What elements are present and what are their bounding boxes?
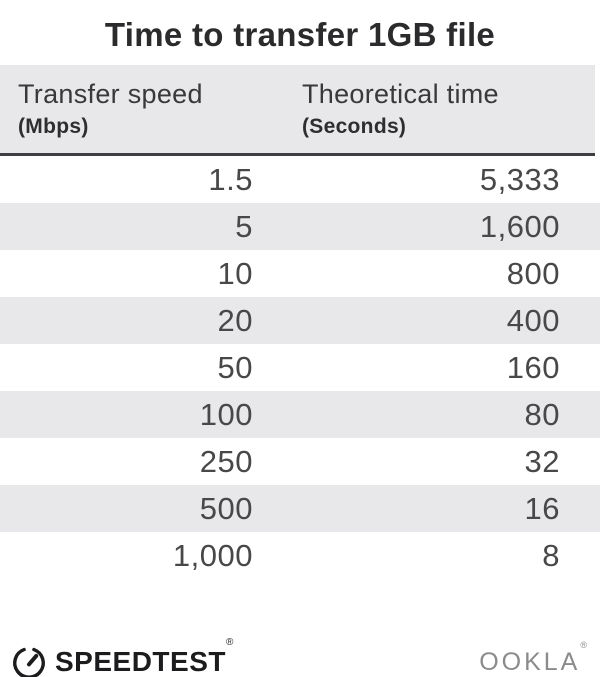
time-value: 400 <box>506 302 560 338</box>
time-value: 5,333 <box>479 161 560 197</box>
infographic-page: Time to transfer 1GB file Transfer speed… <box>0 16 600 677</box>
ookla-wordmark: OOKLA <box>479 647 581 676</box>
table-body: 1.5 5,333 5 1,600 10 800 20 400 50 160 1… <box>0 156 600 579</box>
speed-value: 20 <box>217 302 253 338</box>
time-value: 800 <box>506 255 560 291</box>
time-value: 8 <box>542 537 560 573</box>
time-value: 32 <box>524 443 560 479</box>
header-col-time: Theoretical time (Seconds) <box>302 65 595 153</box>
speed-value: 1.5 <box>208 161 253 197</box>
footer: SPEEDTEST® OOKLA® <box>0 637 600 677</box>
time-value: 16 <box>524 490 560 526</box>
speed-value: 100 <box>199 396 253 432</box>
header-time-label: Theoretical time <box>302 79 499 109</box>
table-row: 50 160 <box>0 344 600 391</box>
gauge-icon <box>10 643 48 677</box>
table-row: 250 32 <box>0 438 600 485</box>
table-row: 1,000 8 <box>0 532 600 579</box>
table-row: 5 1,600 <box>0 203 600 250</box>
table-row: 100 80 <box>0 391 600 438</box>
time-value: 1,600 <box>479 208 560 244</box>
table-row: 20 400 <box>0 297 600 344</box>
speed-value: 1,000 <box>172 537 253 573</box>
speedtest-trademark-symbol: ® <box>225 637 234 648</box>
page-title: Time to transfer 1GB file <box>104 16 496 53</box>
table-header: Transfer speed (Mbps) Theoretical time (… <box>0 65 595 156</box>
speedtest-wordmark: SPEEDTEST® <box>55 637 234 677</box>
header-speed-label: Transfer speed <box>18 79 203 109</box>
speed-value: 10 <box>217 255 253 291</box>
ookla-trademark-symbol: ® <box>580 639 590 650</box>
table-row: 1.5 5,333 <box>0 156 600 203</box>
ookla-logo: OOKLA® <box>479 640 590 677</box>
time-value: 160 <box>506 349 560 385</box>
speed-value: 250 <box>199 443 253 479</box>
header-col-speed: Transfer speed (Mbps) <box>18 65 302 153</box>
table-row: 10 800 <box>0 250 600 297</box>
header-speed-unit: (Mbps) <box>18 115 89 138</box>
header-time-unit: (Seconds) <box>302 115 407 138</box>
time-value: 80 <box>524 396 560 432</box>
table-row: 500 16 <box>0 485 600 532</box>
speed-value: 5 <box>235 208 253 244</box>
speed-value: 500 <box>199 490 253 526</box>
speed-value: 50 <box>217 349 253 385</box>
speedtest-logo: SPEEDTEST® <box>10 637 234 677</box>
